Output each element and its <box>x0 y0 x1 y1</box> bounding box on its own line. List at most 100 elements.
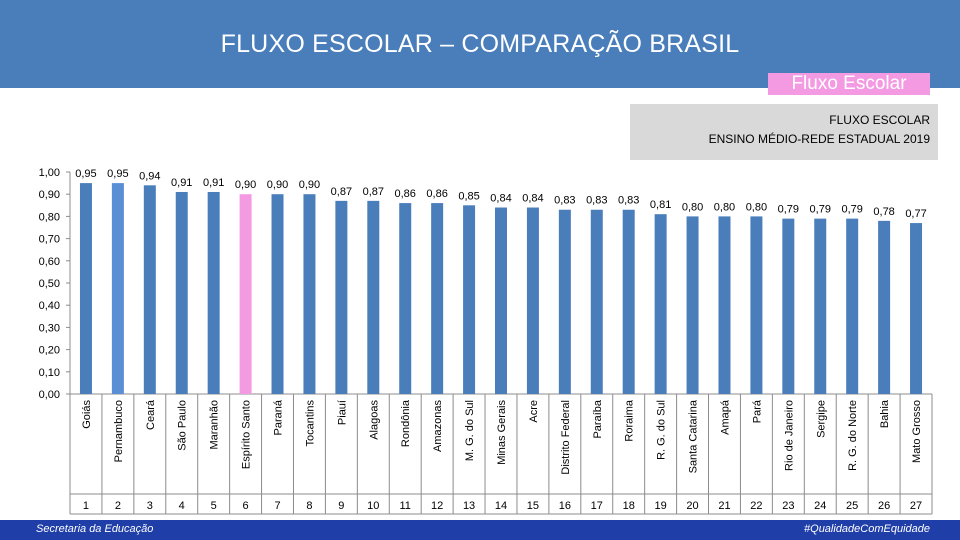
data-label: 0,90 <box>267 179 288 191</box>
category-label: Espírito Santo <box>241 400 253 469</box>
data-label: 0,78 <box>873 206 894 218</box>
rank-label: 27 <box>910 500 922 512</box>
bar <box>686 216 699 394</box>
bar <box>111 183 124 394</box>
rank-label: 25 <box>846 500 858 512</box>
bar <box>814 218 827 394</box>
rank-label: 4 <box>179 500 185 512</box>
rank-label: 19 <box>655 500 667 512</box>
category-label: Alagoas <box>368 400 380 440</box>
bar <box>431 203 444 394</box>
bar <box>239 194 252 394</box>
data-label: 0,87 <box>331 186 352 198</box>
rank-label: 6 <box>243 500 249 512</box>
subtitle-line-2: ENSINO MÉDIO-REDE ESTADUAL 2019 <box>708 132 930 146</box>
data-label: 0,91 <box>203 177 224 189</box>
y-tick-label: 0,70 <box>39 234 60 246</box>
data-label: 0,85 <box>458 190 479 202</box>
category-label: Distrito Federal <box>560 400 572 475</box>
category-label: Bahia <box>879 399 891 428</box>
y-tick-label: 0,20 <box>39 345 60 357</box>
y-tick-label: 1,00 <box>39 167 60 179</box>
rank-label: 16 <box>559 500 571 512</box>
category-label: Pernambuco <box>113 400 125 462</box>
category-label: Pará <box>751 399 763 423</box>
data-label: 0,84 <box>522 193 543 205</box>
chart-subtitle-box: FLUXO ESCOLAR ENSINO MÉDIO-REDE ESTADUAL… <box>630 104 938 160</box>
rank-label: 13 <box>463 500 475 512</box>
bar <box>367 200 380 394</box>
rank-label: 1 <box>83 500 89 512</box>
bar <box>463 205 476 394</box>
data-label: 0,79 <box>841 204 862 216</box>
category-label: Roraima <box>624 399 636 441</box>
bar <box>750 216 763 394</box>
bar <box>910 223 923 394</box>
data-label: 0,86 <box>426 188 447 200</box>
category-label: Paraíba <box>592 399 604 438</box>
y-tick-label: 0,80 <box>39 211 60 223</box>
bar <box>622 209 635 394</box>
bar <box>143 185 156 394</box>
data-label: 0,95 <box>107 168 128 180</box>
y-tick-label: 0,50 <box>39 278 60 290</box>
y-tick-label: 0,90 <box>39 189 60 201</box>
y-tick-label: 0,60 <box>39 256 60 268</box>
chart-area: 0,00 0,10 0,20 0,30 0,40 0,50 0,60 0,70 0,80 0,90… <box>0 160 960 520</box>
data-label: 0,77 <box>905 208 926 220</box>
rank-label: 12 <box>431 500 443 512</box>
data-label: 0,79 <box>810 204 831 216</box>
category-label: Maranhão <box>209 400 221 450</box>
data-label: 0,91 <box>171 177 192 189</box>
category-label: São Paulo <box>177 400 189 451</box>
bar <box>718 216 731 394</box>
bar-chart: 0,00 0,10 0,20 0,30 0,40 0,50 0,60 0,70 0,80 0,90… <box>39 167 933 515</box>
category-label: Mato Grosso <box>911 400 923 463</box>
bar <box>782 218 795 394</box>
rank-label: 10 <box>367 500 379 512</box>
data-label: 0,83 <box>554 195 575 207</box>
subtitle-line-1: FLUXO ESCOLAR <box>829 113 930 127</box>
data-label: 0,83 <box>618 195 639 207</box>
data-label: 0,94 <box>139 170 160 182</box>
rank-label: 17 <box>591 500 603 512</box>
y-tick-label: 0,10 <box>39 367 60 379</box>
bar <box>399 203 412 394</box>
bar <box>558 209 571 394</box>
bar <box>846 218 859 394</box>
rank-label: 11 <box>400 500 411 512</box>
rank-label: 2 <box>115 500 121 512</box>
data-label: 0,80 <box>746 201 767 213</box>
header-bar: FLUXO ESCOLAR – COMPARAÇÃO BRASIL <box>0 0 960 88</box>
data-label: 0,90 <box>235 179 256 191</box>
rank-label: 18 <box>623 500 635 512</box>
rank-label: 15 <box>527 500 539 512</box>
y-tick-label: 0,00 <box>39 389 60 401</box>
section-tag: Fluxo Escolar <box>768 73 930 95</box>
bar <box>303 194 316 394</box>
category-label: Santa Catarina <box>688 399 700 473</box>
data-label: 0,86 <box>395 188 416 200</box>
data-label: 0,80 <box>682 201 703 213</box>
rank-label: 26 <box>878 500 890 512</box>
category-label: Goiás <box>81 400 93 429</box>
rank-label: 7 <box>274 500 280 512</box>
rank-label: 22 <box>750 500 762 512</box>
bar <box>590 209 603 394</box>
category-label: Tocantins <box>304 400 316 447</box>
bar <box>79 183 92 394</box>
bar <box>654 214 667 394</box>
rank-label: 24 <box>814 500 826 512</box>
bar <box>207 191 220 394</box>
rank-label: 9 <box>338 500 344 512</box>
category-label: Rondônia <box>400 399 412 447</box>
category-label: M. G. do Sul <box>464 400 476 461</box>
category-label: Rio de Janeiro <box>783 400 795 471</box>
rank-label: 23 <box>782 500 794 512</box>
data-label: 0,95 <box>75 168 96 180</box>
footer-org: Secretaria da Educação <box>36 523 154 535</box>
data-label: 0,83 <box>586 195 607 207</box>
data-label: 0,81 <box>650 199 671 211</box>
bar <box>175 191 188 394</box>
category-label: Amazonas <box>432 400 444 452</box>
